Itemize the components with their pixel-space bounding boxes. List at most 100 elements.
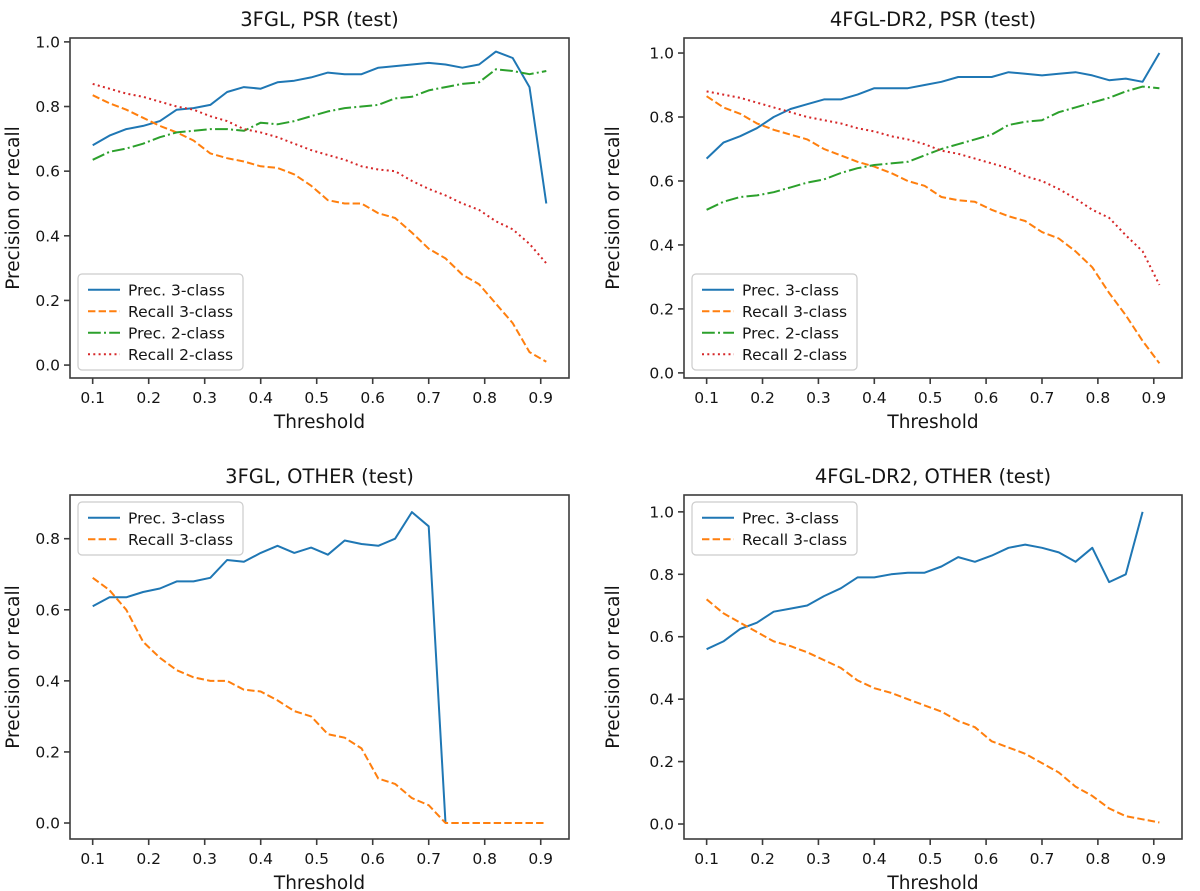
subplot-4fgldr2-other: 4FGL-DR2, OTHER (test) Threshold Precision…	[600, 445, 1200, 891]
axes-spines	[69, 37, 570, 379]
x-tick-label: 0.9	[528, 389, 553, 407]
x-axis-label: Threshold	[886, 873, 978, 891]
x-tick-label: 0.2	[750, 389, 775, 407]
x-tick-label: 0.8	[1086, 389, 1111, 407]
chart-title: 3FGL, PSR (test)	[240, 8, 399, 31]
legend-box	[691, 501, 858, 556]
legend-label: Recall 2-class	[742, 346, 847, 364]
x-tick-label: 0.3	[806, 389, 831, 407]
legend-label: Prec. 3-class	[742, 509, 839, 527]
x-tick-label: 0.6	[974, 389, 999, 407]
series-line	[705, 52, 1161, 160]
y-tick-label: 0.6	[35, 163, 60, 181]
legend-label: Prec. 3-class	[128, 509, 225, 527]
chart-3fgl-other: 3FGL, OTHER (test) Threshold Precision or …	[3, 465, 570, 891]
x-tick-label: 0.4	[248, 389, 273, 407]
y-tick-label: 0.2	[35, 743, 60, 761]
chart-title: 4FGL-DR2, PSR (test)	[830, 8, 1036, 31]
y-tick-label: 0.4	[35, 672, 60, 690]
x-tick-label: 0.4	[862, 389, 887, 407]
y-tick-label: 0.6	[649, 172, 674, 190]
x-tick-label: 0.1	[80, 389, 105, 407]
y-tick-label: 0.8	[649, 566, 674, 584]
series-line	[92, 82, 548, 264]
series-line	[92, 511, 447, 824]
y-axis-label: Precision or recall	[603, 126, 624, 290]
legend-label: Recall 3-class	[742, 303, 847, 321]
series-line	[706, 95, 1161, 364]
legend-label: Recall 2-class	[128, 346, 233, 364]
series-line	[92, 68, 547, 161]
chart-3fgl-psr: 3FGL, PSR (test) Threshold Precision or re…	[3, 8, 570, 433]
y-tick-label: 0.6	[649, 628, 674, 646]
axes-spines	[69, 494, 570, 840]
legend-box	[691, 273, 858, 371]
x-axis-label: Threshold	[273, 412, 365, 433]
x-tick-label: 0.6	[360, 850, 385, 868]
y-tick-label: 0.0	[35, 815, 60, 833]
x-tick-label: 0.9	[528, 850, 553, 868]
y-tick-label: 0.0	[35, 357, 60, 375]
y-tick-label: 1.0	[649, 45, 674, 63]
x-tick-label: 0.5	[304, 850, 329, 868]
subplot-3fgl-psr: 3FGL, PSR (test) Threshold Precision or re…	[0, 0, 600, 445]
x-tick-label: 0.1	[80, 850, 105, 868]
chart-title: 4FGL-DR2, OTHER (test)	[815, 465, 1051, 488]
series-line	[706, 511, 1144, 651]
y-axis-label: Precision or recall	[3, 585, 24, 749]
x-tick-label: 0.9	[1141, 389, 1166, 407]
x-tick-label: 0.3	[806, 850, 831, 868]
y-tick-label: 0.4	[649, 236, 674, 254]
chart-4fgldr2-psr: 4FGL-DR2, PSR (test) Threshold Precision o…	[603, 8, 1183, 433]
y-tick-label: 0.4	[35, 227, 60, 245]
chart-4fgldr2-other: 4FGL-DR2, OTHER (test) Threshold Precision…	[603, 465, 1183, 891]
y-tick-label: 0.4	[649, 691, 674, 709]
x-tick-label: 0.4	[248, 850, 273, 868]
y-tick-label: 0.8	[35, 530, 60, 548]
y-tick-label: 1.0	[35, 33, 60, 51]
y-tick-label: 0.2	[649, 300, 674, 318]
x-tick-label: 0.2	[750, 850, 775, 868]
legend-box	[77, 501, 244, 556]
legend-label: Recall 3-class	[742, 531, 847, 549]
legend-label: Recall 3-class	[128, 303, 233, 321]
series-line	[706, 90, 1161, 286]
y-tick-label: 0.6	[35, 601, 60, 619]
x-axis-label: Threshold	[273, 873, 365, 891]
legend-label: Recall 3-class	[128, 531, 233, 549]
x-tick-label: 0.9	[1141, 850, 1166, 868]
x-tick-label: 0.6	[974, 850, 999, 868]
x-tick-label: 0.5	[304, 389, 329, 407]
axes-spines	[683, 494, 1183, 840]
y-tick-label: 0.8	[35, 98, 60, 116]
subplot-4fgldr2-psr: 4FGL-DR2, PSR (test) Threshold Precision o…	[600, 0, 1200, 445]
x-axis-label: Threshold	[886, 412, 978, 433]
series-line	[706, 85, 1160, 211]
x-tick-label: 0.6	[360, 389, 385, 407]
x-tick-label: 0.7	[1030, 389, 1055, 407]
series-line	[92, 576, 547, 824]
y-tick-label: 0.8	[649, 109, 674, 127]
x-tick-label: 0.3	[192, 850, 217, 868]
y-axis-label: Precision or recall	[3, 126, 24, 290]
x-tick-label: 0.1	[694, 389, 719, 407]
legend-box	[77, 273, 244, 371]
x-tick-label: 0.7	[416, 850, 441, 868]
y-tick-label: 0.0	[649, 364, 674, 382]
x-tick-label: 0.8	[472, 389, 497, 407]
x-tick-label: 0.4	[862, 850, 887, 868]
x-tick-label: 0.2	[136, 389, 161, 407]
y-tick-label: 0.0	[649, 816, 674, 834]
x-tick-label: 0.7	[416, 389, 441, 407]
y-axis-label: Precision or recall	[603, 585, 624, 749]
y-tick-label: 0.2	[35, 292, 60, 310]
legend-label: Prec. 2-class	[742, 324, 839, 342]
legend-label: Prec. 2-class	[128, 324, 225, 342]
x-tick-label: 0.5	[918, 850, 943, 868]
subplot-3fgl-other: 3FGL, OTHER (test) Threshold Precision or …	[0, 445, 600, 891]
series-line	[92, 50, 548, 204]
x-tick-label: 0.2	[136, 850, 161, 868]
axes-spines	[683, 37, 1183, 379]
legend-label: Prec. 3-class	[742, 281, 839, 299]
